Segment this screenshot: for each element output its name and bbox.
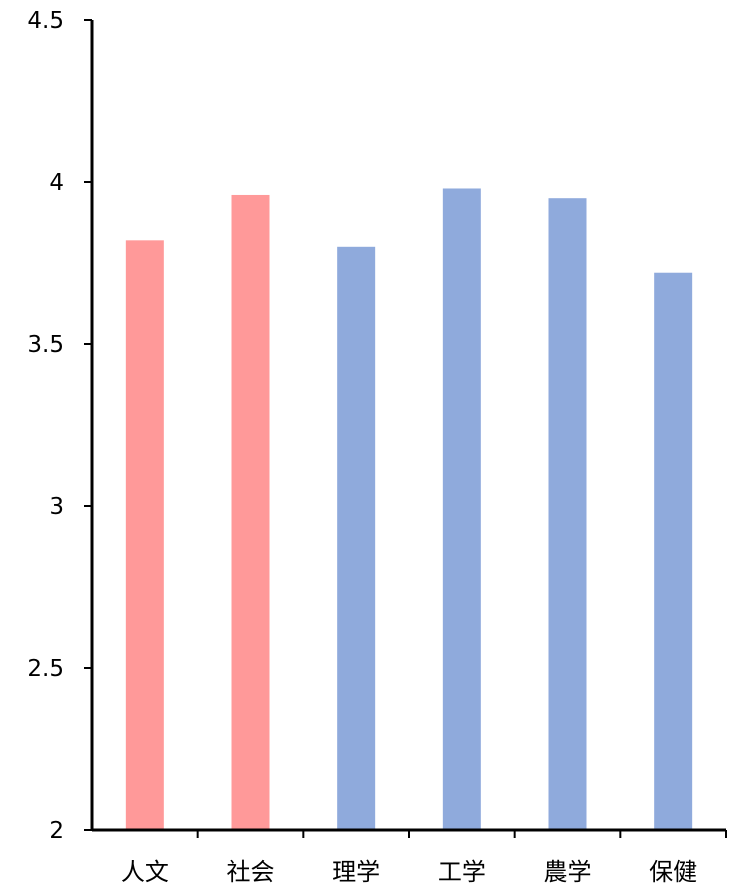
y-tick-label: 3.5 <box>27 332 64 358</box>
x-tick-label: 工学 <box>438 858 486 886</box>
x-tick-label: 社会 <box>227 858 275 886</box>
bar-6 <box>654 272 693 831</box>
y-tick-label: 4 <box>49 170 64 196</box>
bar-1 <box>125 240 164 830</box>
bars <box>125 188 693 831</box>
x-tick-label: 保健 <box>649 858 697 886</box>
bar-2 <box>231 194 270 830</box>
x-tick-label: 理学 <box>332 858 380 886</box>
x-axis-labels: 人文 社会 理学 工学 農学 保健 <box>121 858 697 886</box>
y-tick-label: 2.5 <box>27 656 64 682</box>
bar-3 <box>337 246 376 831</box>
y-tick-label: 2 <box>49 818 64 844</box>
bar-4 <box>442 188 481 831</box>
x-tick-label: 農学 <box>544 858 592 886</box>
y-axis-labels: 2 2.5 3 3.5 4 4.5 <box>27 8 64 844</box>
x-tick-label: 人文 <box>121 858 169 886</box>
bar-5 <box>548 198 587 830</box>
y-tick-label: 3 <box>49 494 64 520</box>
y-tick-label: 4.5 <box>27 8 64 34</box>
